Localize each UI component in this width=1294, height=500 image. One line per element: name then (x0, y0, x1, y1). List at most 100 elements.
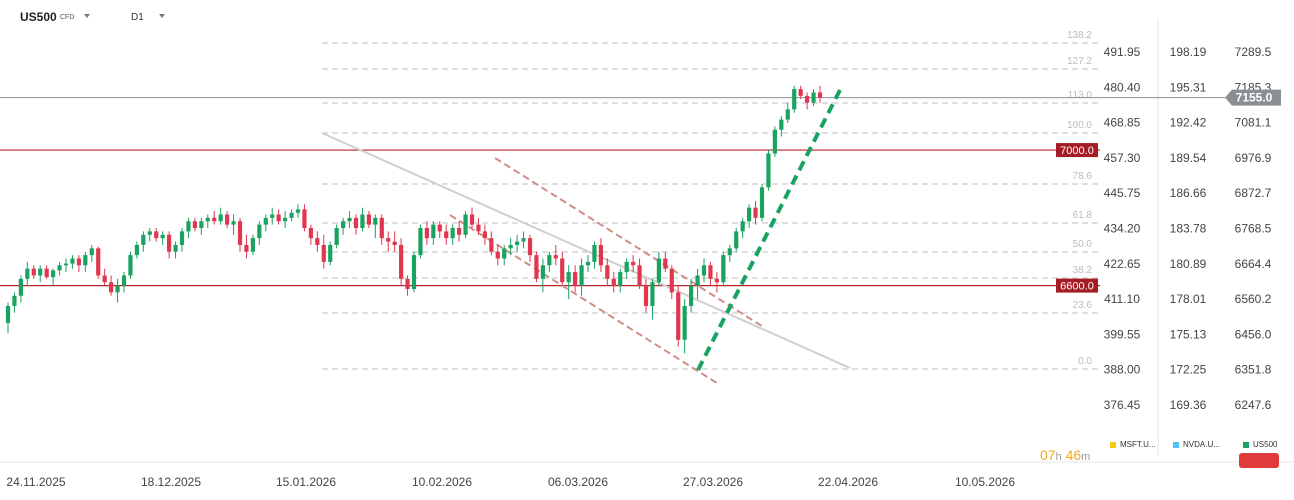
timeframe-label[interactable]: D1 (131, 12, 144, 23)
candle-body (353, 217, 359, 229)
fib-level-label: 127.2 (1067, 56, 1092, 67)
candle-body (12, 295, 17, 306)
candle-body (759, 187, 765, 218)
countdown-hours-unit: h (1055, 451, 1062, 463)
sell-button[interactable] (1239, 453, 1279, 468)
candle-body (225, 214, 230, 225)
candle-body (250, 238, 255, 252)
candle-body (734, 231, 739, 249)
y-tick-label: 399.55 (1104, 327, 1141, 341)
instrument-type-label: CFD (60, 14, 75, 21)
candle-body (727, 248, 732, 256)
candle-body (534, 255, 539, 279)
x-tick-label: 15.01.2026 (276, 475, 336, 489)
candle-body (540, 265, 545, 279)
candle-body (121, 275, 127, 286)
candle-body (237, 221, 243, 245)
candle-body (25, 268, 30, 279)
symbol-dropdown-icon[interactable] (84, 14, 90, 18)
fib-level-label: 100.0 (1067, 120, 1092, 131)
legend-swatch (1243, 441, 1249, 448)
fib-level-label: 138.2 (1067, 30, 1092, 41)
candle-body (167, 234, 172, 252)
candle-body (502, 248, 507, 259)
y-tick-label: 480.40 (1104, 80, 1141, 94)
candle-body (373, 217, 378, 225)
y-tick-label: 468.85 (1104, 116, 1141, 130)
candle-body (334, 228, 339, 245)
legend-label: NVDA.U... (1183, 440, 1220, 449)
legend-item-us500[interactable]: US500 (1243, 440, 1277, 449)
candle-body (315, 238, 320, 245)
candle-body (38, 268, 43, 276)
fib-level-label: 50.0 (1073, 239, 1093, 250)
candle-body (257, 224, 262, 239)
chart-header: US500 CFD D1 (0, 0, 1100, 36)
candle-body (51, 270, 56, 278)
x-tick-label: 10.05.2026 (955, 475, 1015, 489)
candle-body (469, 214, 475, 225)
candle-body (605, 265, 610, 279)
candle-body (366, 214, 371, 225)
candle-body (424, 228, 429, 239)
candle-body (553, 255, 558, 259)
candle-body (766, 153, 771, 188)
candle-body (631, 261, 636, 266)
y-tick-label: 388.00 (1104, 363, 1141, 377)
candle-body (747, 207, 752, 222)
candle-body (276, 214, 281, 222)
y-tick-label: 376.45 (1104, 398, 1141, 412)
candle-body (347, 217, 352, 222)
y-tick-label: 6560.2 (1235, 292, 1272, 306)
candle-body (508, 244, 513, 249)
countdown-minutes-unit: m (1081, 451, 1091, 463)
candle-body (70, 258, 75, 264)
candle-body (154, 231, 159, 239)
y-tick-label: 7081.1 (1235, 116, 1272, 130)
y-tick-label: 169.36 (1170, 398, 1207, 412)
channel-lower-line (449, 214, 721, 386)
candle-body (173, 244, 178, 252)
fib-level-label: 0.0 (1078, 356, 1092, 367)
candle-body (437, 224, 442, 232)
candle-body (418, 228, 423, 256)
candle-body (811, 92, 816, 103)
x-tick-label: 24.11.2025 (6, 475, 65, 489)
y-tick-label: 178.01 (1170, 292, 1207, 306)
y-tick-label: 6768.5 (1235, 222, 1272, 236)
candle-countdown: 07h 46m (1040, 447, 1090, 463)
x-tick-label: 10.02.2026 (412, 475, 472, 489)
legend-item-nvda[interactable]: NVDA.U... (1173, 440, 1220, 449)
x-tick-label: 18.12.2025 (141, 475, 201, 489)
legend-item-msft[interactable]: MSFT.U... (1110, 440, 1156, 449)
candle-body (573, 272, 578, 286)
y-tick-label: 7289.5 (1235, 45, 1272, 59)
y-tick-label: 422.65 (1104, 257, 1141, 271)
candle-body (192, 221, 197, 229)
candle-body (328, 244, 333, 262)
candle-body (431, 224, 436, 239)
candle-body (708, 265, 713, 279)
y-tick-label: 434.20 (1104, 222, 1141, 236)
y-tick-label: 198.19 (1170, 45, 1207, 59)
candle-body (450, 228, 455, 239)
candle-body (592, 244, 597, 262)
level-price-tag (1056, 278, 1098, 293)
y-tick-label: 6456.0 (1235, 327, 1272, 341)
candle-body (109, 282, 114, 293)
timeframe-dropdown-icon[interactable] (159, 14, 165, 18)
candle-body (689, 285, 694, 306)
candle-body (785, 109, 790, 120)
candle-body (186, 221, 191, 232)
candle-body (295, 209, 301, 213)
candle-body (392, 241, 397, 245)
countdown-minutes: 46 (1065, 447, 1082, 463)
y-tick-label: 6872.7 (1235, 186, 1272, 200)
candle-body (618, 272, 623, 286)
candle-body (89, 248, 94, 256)
symbol-label[interactable]: US500 (20, 10, 57, 24)
candle-body (560, 258, 565, 283)
fib-level-label: 38.2 (1073, 265, 1093, 276)
y-tick-label: 195.31 (1170, 80, 1207, 94)
